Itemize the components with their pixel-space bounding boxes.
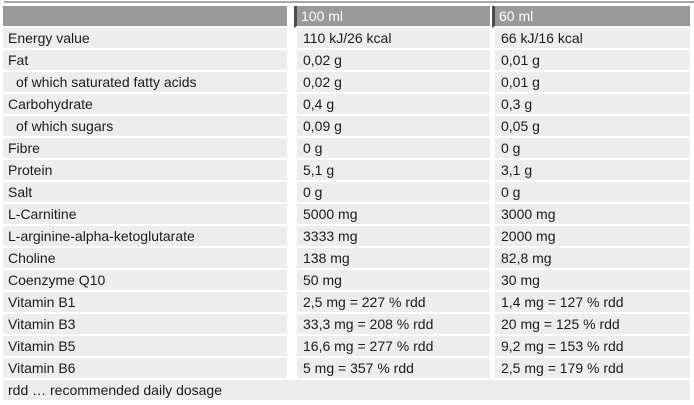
row-value-100ml: 0,02 g [294,72,492,94]
top-divider-rule [4,1,694,3]
row-value-60ml: 2000 mg [492,226,690,248]
row-value-100ml: 5,1 g [294,160,492,182]
row-value-60ml: 3,1 g [492,160,690,182]
row-value-100ml: 33,3 mg = 208 % rdd [294,314,492,336]
row-label: Fibre [3,138,294,160]
header-cell-60ml: 60 ml [492,6,690,28]
row-value-100ml: 5 mg = 357 % rdd [294,358,492,380]
row-value-60ml: 0,01 g [492,50,690,72]
table-row: Fat 0,02 g 0,01 g [3,50,690,72]
row-value-100ml: 50 mg [294,270,492,292]
row-label: of which sugars [3,116,294,138]
row-value-100ml: 0,09 g [294,116,492,138]
row-label: Salt [3,182,294,204]
row-label: L-Carnitine [3,204,294,226]
table-row: L-Carnitine 5000 mg 3000 mg [3,204,690,226]
header-cell-label [3,6,294,28]
row-value-60ml: 0,05 g [492,116,690,138]
row-value-60ml: 0,3 g [492,94,690,116]
row-label: Vitamin B6 [3,358,294,380]
nutrition-table: 100 ml 60 ml Energy value 110 kJ/26 kcal… [3,6,690,402]
table-row: L-arginine-alpha-ketoglutarate 3333 mg 2… [3,226,690,248]
table-row: Energy value 110 kJ/26 kcal 66 kJ/16 kca… [3,28,690,50]
table-row: Salt 0 g 0 g [3,182,690,204]
row-value-60ml: 0,01 g [492,72,690,94]
table-footer: rdd … recommended daily dosage [3,380,690,402]
row-value-100ml: 138 mg [294,248,492,270]
row-value-60ml: 0 g [492,138,690,160]
row-label: L-arginine-alpha-ketoglutarate [3,226,294,248]
row-label: Protein [3,160,294,182]
table-row: Vitamin B5 16,6 mg = 277 % rdd 9,2 mg = … [3,336,690,358]
table-row: Vitamin B6 5 mg = 357 % rdd 2,5 mg = 179… [3,358,690,380]
row-value-100ml: 16,6 mg = 277 % rdd [294,336,492,358]
row-label: Vitamin B3 [3,314,294,336]
row-value-100ml: 5000 mg [294,204,492,226]
row-value-60ml: 30 mg [492,270,690,292]
row-label: of which saturated fatty acids [3,72,294,94]
row-label: Choline [3,248,294,270]
row-label: Vitamin B5 [3,336,294,358]
row-value-100ml: 110 kJ/26 kcal [294,28,492,50]
row-label: Carbohydrate [3,94,294,116]
row-value-60ml: 1,4 mg = 127 % rdd [492,292,690,314]
row-value-60ml: 66 kJ/16 kcal [492,28,690,50]
row-value-100ml: 3333 mg [294,226,492,248]
footnote-text: rdd … recommended daily dosage [3,380,690,402]
row-value-60ml: 20 mg = 125 % rdd [492,314,690,336]
header-row: 100 ml 60 ml [3,6,690,28]
table-row: Vitamin B3 33,3 mg = 208 % rdd 20 mg = 1… [3,314,690,336]
table-row: Vitamin B1 2,5 mg = 227 % rdd 1,4 mg = 1… [3,292,690,314]
row-label: Energy value [3,28,294,50]
row-value-100ml: 0,4 g [294,94,492,116]
table-row: Protein 5,1 g 3,1 g [3,160,690,182]
row-value-60ml: 0 g [492,182,690,204]
table-body: Energy value 110 kJ/26 kcal 66 kJ/16 kca… [3,28,690,380]
table-row: Coenzyme Q10 50 mg 30 mg [3,270,690,292]
table-row: Choline 138 mg 82,8 mg [3,248,690,270]
row-value-100ml: 0 g [294,138,492,160]
table-row: Carbohydrate 0,4 g 0,3 g [3,94,690,116]
row-value-100ml: 0,02 g [294,50,492,72]
table-row: Fibre 0 g 0 g [3,138,690,160]
row-label: Fat [3,50,294,72]
row-value-60ml: 9,2 mg = 153 % rdd [492,336,690,358]
row-value-100ml: 2,5 mg = 227 % rdd [294,292,492,314]
table-row: of which sugars 0,09 g 0,05 g [3,116,690,138]
row-value-100ml: 0 g [294,182,492,204]
table-header: 100 ml 60 ml [3,6,690,28]
footnote-row: rdd … recommended daily dosage [3,380,690,402]
header-cell-100ml: 100 ml [294,6,492,28]
row-label: Coenzyme Q10 [3,270,294,292]
row-label: Vitamin B1 [3,292,294,314]
row-value-60ml: 3000 mg [492,204,690,226]
table-row: of which saturated fatty acids 0,02 g 0,… [3,72,690,94]
row-value-60ml: 2,5 mg = 179 % rdd [492,358,690,380]
row-value-60ml: 82,8 mg [492,248,690,270]
